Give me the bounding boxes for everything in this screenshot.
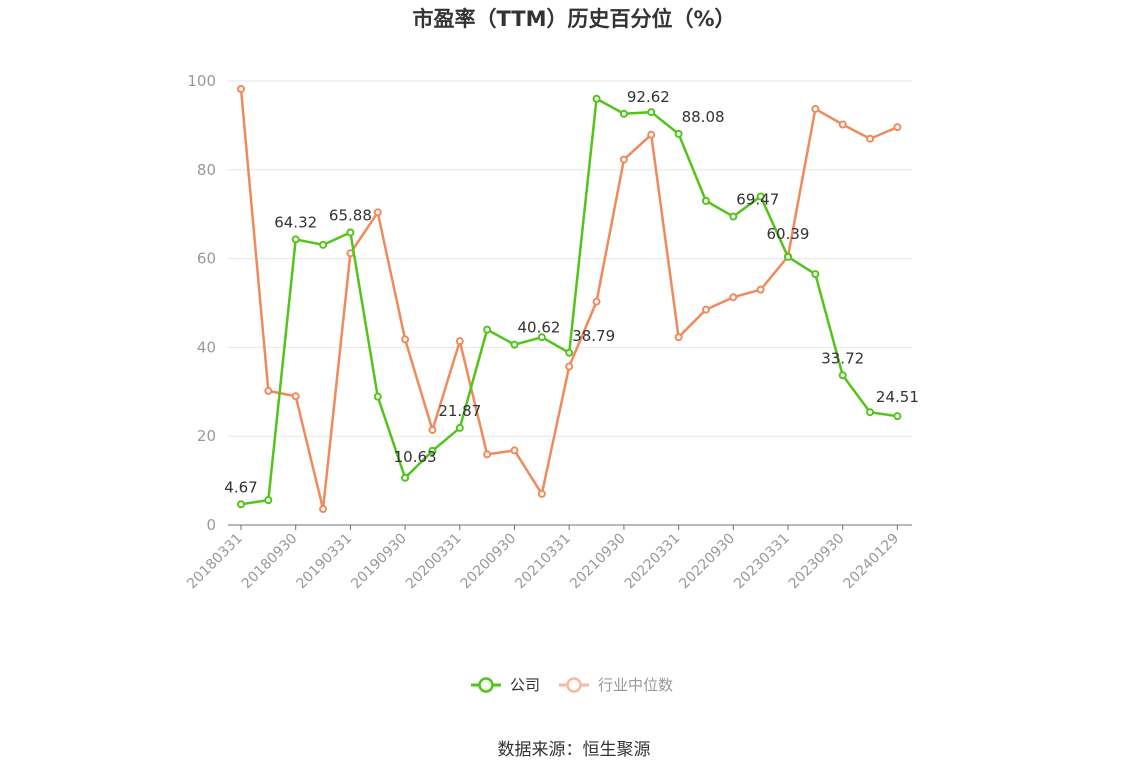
legend-marker-industry	[566, 677, 582, 693]
y-tick-label: 20	[197, 427, 216, 445]
data-point	[428, 446, 437, 455]
data-label: 33.72	[821, 349, 864, 367]
data-label: 69.47	[736, 191, 779, 209]
x-tick-label: 20190331	[294, 531, 356, 593]
data-point	[237, 500, 245, 509]
data-label: 64.32	[274, 213, 317, 231]
series-industry	[237, 84, 902, 514]
data-label: 60.39	[767, 225, 810, 243]
data-point	[455, 423, 464, 432]
data-point	[811, 104, 820, 113]
data-point	[592, 297, 601, 306]
data-point	[401, 473, 410, 482]
legend[interactable]: 公司 行业中位数	[471, 676, 673, 694]
legend-label-company: 公司	[510, 676, 540, 694]
data-point	[291, 392, 300, 401]
data-point	[537, 333, 546, 342]
x-tick-label: 20230331	[731, 531, 793, 593]
series-group	[237, 84, 902, 514]
data-point	[291, 235, 300, 244]
data-labels: 4.67 64.32 65.88 10.63 21.87 40.62 38.79 92.62 8…	[224, 88, 919, 496]
data-point	[701, 196, 710, 205]
data-point	[784, 252, 792, 261]
data-point	[619, 155, 628, 164]
grid	[228, 80, 912, 437]
x-tick-label: 20180331	[184, 531, 246, 593]
data-label: 10.63	[394, 448, 437, 466]
data-point	[237, 84, 245, 93]
data-point	[893, 123, 902, 132]
data-point	[264, 386, 273, 395]
data-point	[619, 109, 628, 118]
data-point	[565, 362, 574, 371]
data-point	[592, 94, 601, 103]
x-tick-label: 20240129	[841, 531, 903, 593]
data-point	[893, 412, 902, 421]
data-point	[537, 489, 546, 498]
y-tick-label: 80	[197, 161, 216, 179]
data-point	[838, 371, 847, 380]
data-point	[756, 192, 765, 201]
x-tick-label: 20210930	[567, 531, 629, 593]
data-point	[264, 496, 273, 505]
data-point	[838, 120, 847, 129]
data-label: 92.62	[627, 88, 670, 106]
x-tick-label: 20200331	[403, 531, 465, 593]
data-point	[510, 340, 519, 349]
series-line	[240, 97, 898, 506]
x-axis: 2018033120180930201903312019093020200331…	[184, 524, 912, 593]
data-point	[565, 348, 574, 357]
data-point	[483, 450, 492, 459]
data-source: 数据来源：恒生聚源	[498, 740, 651, 760]
data-label: 4.67	[224, 478, 257, 496]
x-tick-label: 20200930	[458, 531, 520, 593]
series-company	[237, 94, 902, 509]
data-point	[647, 108, 656, 117]
data-point	[373, 208, 382, 217]
x-tick-label: 20190930	[348, 531, 410, 593]
data-point	[674, 129, 683, 138]
data-label: 40.62	[518, 319, 561, 337]
data-point	[319, 240, 328, 249]
data-label: 38.79	[572, 327, 615, 345]
data-point	[729, 212, 738, 221]
legend-marker-company	[478, 677, 494, 693]
data-point	[455, 337, 464, 346]
y-axis: 0 20 40 60 80 100	[187, 72, 216, 534]
x-tick-label: 20230930	[786, 531, 848, 593]
data-point	[319, 505, 328, 514]
data-point	[811, 270, 820, 279]
legend-label-industry: 行业中位数	[598, 676, 673, 694]
y-tick-label: 0	[206, 516, 216, 534]
data-point	[674, 333, 683, 342]
data-label: 21.87	[438, 402, 481, 420]
chart-title: 市盈率（TTM）历史百分位（%）	[412, 7, 735, 31]
data-label: 24.51	[876, 388, 919, 406]
y-tick-label: 60	[197, 250, 216, 268]
data-point	[428, 425, 437, 434]
data-point	[483, 325, 492, 334]
x-tick-label: 20220930	[676, 531, 738, 593]
legend-item-company[interactable]: 公司	[471, 676, 540, 694]
x-tick-label: 20220331	[622, 531, 684, 593]
series-line	[239, 88, 898, 511]
data-point	[401, 335, 410, 344]
data-point	[373, 392, 382, 401]
legend-item-industry[interactable]: 行业中位数	[559, 676, 673, 694]
data-point	[346, 228, 355, 237]
x-tick-label: 20180930	[239, 531, 301, 593]
data-label: 65.88	[329, 206, 372, 224]
data-point	[866, 134, 875, 143]
data-point	[647, 130, 656, 139]
data-label: 88.08	[682, 108, 725, 126]
data-point	[866, 408, 875, 417]
y-tick-label: 100	[187, 72, 216, 90]
y-tick-label: 40	[197, 338, 216, 356]
data-point	[701, 305, 710, 314]
data-point	[729, 293, 738, 302]
data-point	[510, 446, 519, 455]
x-tick-label: 20210331	[512, 531, 574, 593]
data-point	[756, 285, 765, 294]
